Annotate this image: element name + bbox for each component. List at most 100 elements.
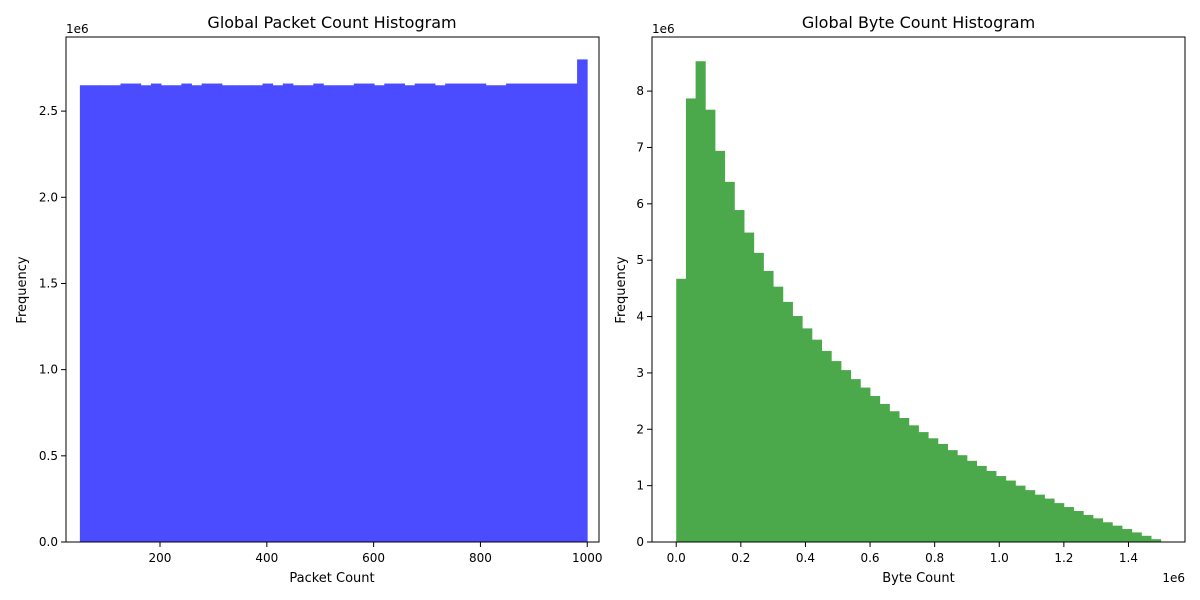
histogram-bar	[445, 83, 456, 543]
histogram-bar	[252, 85, 263, 542]
histogram-bar	[79, 85, 91, 542]
histogram-bar	[384, 83, 395, 543]
histogram-bar	[495, 85, 507, 542]
histogram-bar	[1112, 525, 1123, 542]
y-tick-label: 0	[636, 535, 644, 549]
histogram-bar	[1054, 503, 1065, 542]
x-tick-label: 0.4	[796, 551, 815, 565]
histogram-bar	[792, 315, 803, 542]
histogram-bar	[536, 83, 548, 543]
histogram-bar	[414, 83, 426, 543]
y-tick-label: 3	[636, 366, 644, 380]
histogram-bar	[802, 328, 813, 542]
histogram-bar	[303, 85, 314, 542]
histogram-bar	[171, 85, 182, 542]
histogram-bar	[753, 252, 764, 542]
histogram-bar	[1141, 535, 1152, 542]
x-tick-label: 200	[149, 551, 172, 565]
histogram-bar	[404, 85, 416, 542]
histogram-bar	[292, 85, 304, 542]
y-tick-label: 1.0	[39, 363, 58, 377]
histogram-bar	[201, 83, 213, 543]
y-multiplier-label: 1e6	[66, 22, 89, 36]
x-tick-label: 1.2	[1054, 551, 1073, 565]
histogram-bar	[773, 286, 784, 542]
histogram-bar	[526, 83, 537, 543]
histogram-bar	[272, 85, 284, 542]
histogram-bar	[90, 85, 101, 542]
x-axis-ticks: 200 400 600 800 1000	[149, 542, 603, 565]
x-tick-label: 600	[362, 551, 385, 565]
x-tick-label: 0.2	[731, 551, 750, 565]
x-multiplier-label: 1e6	[1162, 571, 1185, 585]
histogram-bar	[734, 210, 745, 542]
histogram-bar	[744, 232, 755, 543]
histogram-bar	[957, 455, 968, 542]
histogram-bar	[714, 150, 726, 542]
histogram-bar	[313, 83, 324, 543]
axes-frame	[65, 36, 600, 543]
histogram-bar	[181, 83, 192, 543]
y-axis-ticks: 0.0 0.5 1.0 1.5 2.0 2.5	[39, 104, 66, 549]
histogram-bar	[1131, 532, 1142, 542]
histogram-bar	[1044, 498, 1055, 542]
y-tick-label: 7	[636, 140, 644, 154]
histogram-bar	[840, 370, 852, 542]
y-tick-label: 1	[636, 479, 644, 493]
histogram-bar	[908, 425, 919, 542]
histogram-bar	[556, 83, 568, 543]
histogram-bar	[860, 387, 871, 542]
histogram-bar	[1073, 511, 1084, 542]
y-multiplier-label: 1e6	[652, 22, 675, 36]
histogram-bar	[870, 396, 881, 542]
y-tick-label: 2.5	[39, 104, 58, 118]
histogram-bar	[1102, 522, 1113, 542]
histogram-bar	[546, 83, 558, 543]
histogram-bar	[475, 83, 487, 543]
histogram-bar	[374, 85, 385, 542]
histogram-bar	[455, 83, 466, 543]
histogram-bar	[435, 85, 446, 542]
histogram-bar	[928, 438, 939, 542]
histogram-bar	[1122, 529, 1133, 542]
histogram-bar	[343, 85, 355, 542]
x-axis-ticks: 0.0 0.2 0.4 0.6 0.8 1.0 1.2 1.4	[667, 542, 1138, 565]
histogram-bar	[1063, 507, 1074, 542]
histogram-bar	[364, 83, 375, 543]
histogram-bar	[506, 83, 517, 543]
histogram-bar	[353, 83, 365, 543]
histogram-bar	[976, 465, 987, 542]
packet-count-histogram: Global Packet Count Histogram Packet Cou…	[15, 13, 603, 586]
byte-count-histogram: Global Byte Count Histogram Byte Count F…	[614, 13, 1186, 586]
histogram-bar	[232, 85, 243, 542]
histogram-bar	[889, 411, 900, 542]
histogram-bar	[140, 85, 152, 542]
y-axis-label: Frequency	[614, 256, 629, 323]
x-tick-label: 1000	[572, 551, 603, 565]
histogram-bar	[262, 83, 274, 543]
histogram-bar	[130, 83, 142, 543]
x-tick-label: 0.6	[860, 551, 879, 565]
histogram-bar	[394, 83, 405, 543]
y-axis-label: Frequency	[15, 256, 30, 323]
x-tick-label: 1.4	[1119, 551, 1138, 565]
histogram-bar	[821, 350, 832, 542]
histogram-bar	[1025, 490, 1036, 542]
histogram-bar	[811, 339, 822, 542]
histogram-bar	[986, 470, 997, 542]
histogram-bar	[323, 85, 334, 542]
y-tick-label: 2.0	[39, 190, 58, 204]
histogram-bar	[899, 418, 910, 542]
histogram-bar	[1034, 494, 1045, 542]
histogram-bar	[850, 379, 861, 542]
histogram-bar	[516, 83, 527, 543]
histogram-bar	[695, 61, 706, 542]
histogram-bar	[242, 85, 253, 542]
histogram-bar	[150, 83, 162, 543]
histogram-bar	[100, 85, 111, 542]
y-tick-label: 1.5	[39, 276, 58, 290]
y-tick-label: 6	[636, 197, 644, 211]
histogram-bar	[577, 59, 588, 543]
x-tick-label: 0.8	[925, 551, 944, 565]
y-tick-label: 2	[636, 422, 644, 436]
